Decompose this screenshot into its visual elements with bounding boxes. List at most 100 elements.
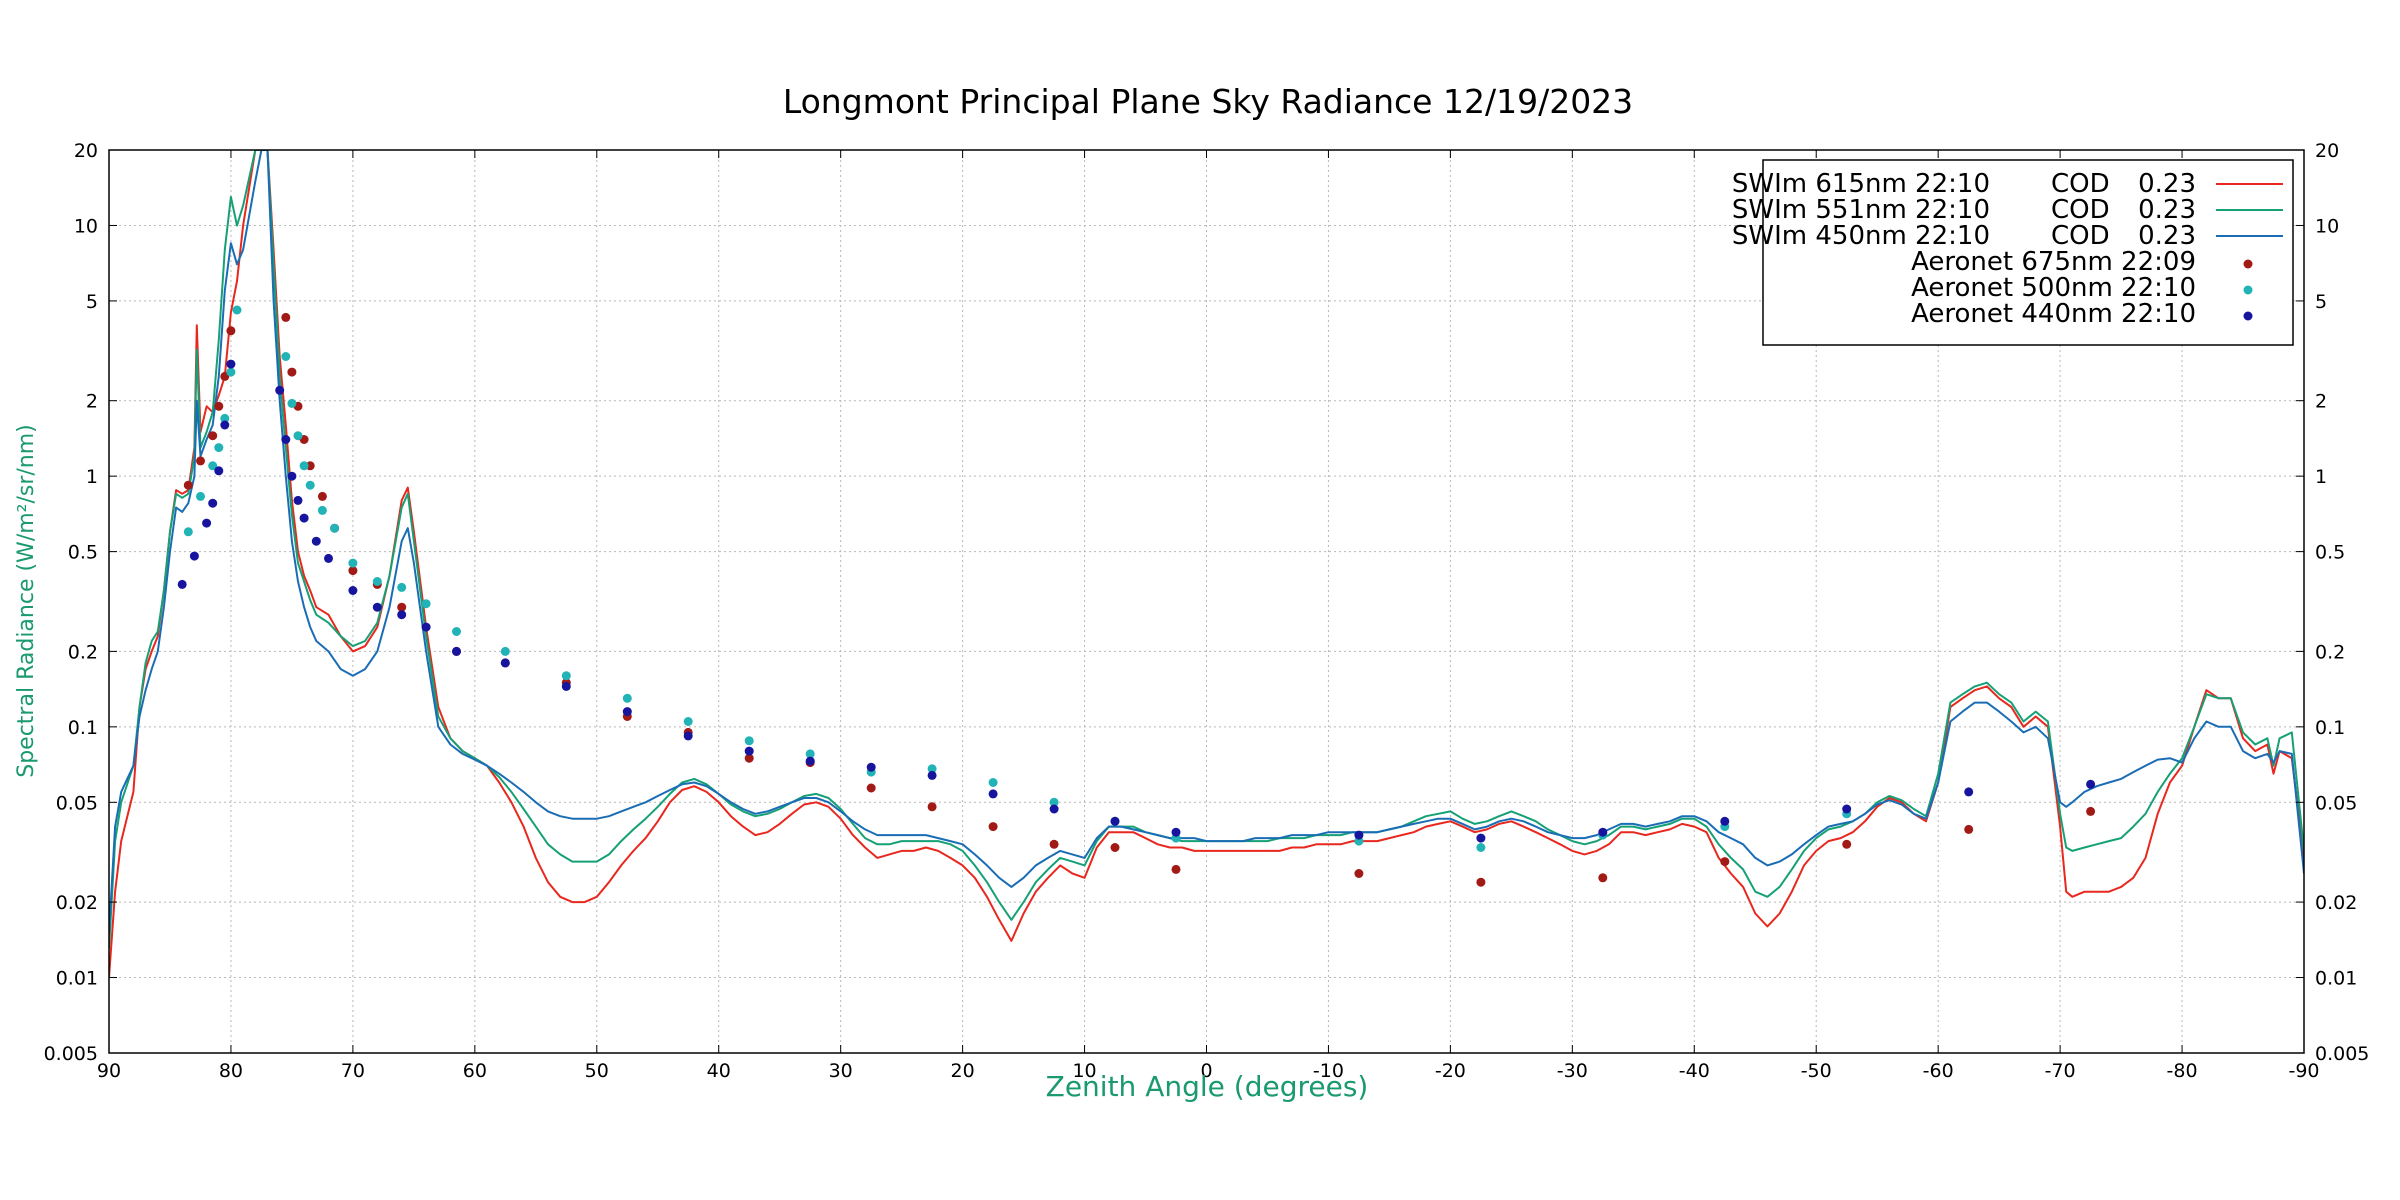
aeronet-point-2	[1842, 804, 1852, 814]
aeronet-point-2	[1598, 827, 1608, 837]
y-tick-label-right: 0.01	[2315, 968, 2357, 990]
y-axis-label: Spectral Radiance (W/m²/sr/nm)	[14, 424, 39, 778]
aeronet-point-2	[397, 610, 407, 620]
aeronet-point-1	[622, 693, 632, 703]
aeronet-point-1	[1049, 797, 1059, 807]
x-tick-label: -50	[1801, 1060, 1832, 1082]
y-tick-label-left: 0.2	[68, 641, 98, 663]
aeronet-point-1	[208, 461, 218, 471]
aeronet-point-0	[2086, 806, 2096, 816]
aeronet-point-2	[805, 756, 815, 766]
aeronet-point-0	[1842, 839, 1852, 849]
aeronet-point-2	[927, 770, 937, 780]
aeronet-point-2	[421, 622, 431, 632]
y-tick-label-right: 0.1	[2315, 717, 2345, 739]
aeronet-point-1	[744, 736, 754, 746]
y-tick-label-right: 0.02	[2315, 892, 2357, 914]
y-tick-label-right: 1	[2315, 466, 2327, 488]
aeronet-point-2	[177, 579, 187, 589]
legend-label-value: 0.23	[2138, 221, 2196, 251]
aeronet-point-1	[293, 431, 303, 441]
aeronet-point-2	[275, 385, 285, 395]
aeronet-point-0	[1171, 864, 1181, 874]
legend-label-cod: COD	[2051, 221, 2110, 251]
x-tick-label: -20	[1435, 1060, 1466, 1082]
x-tick-label: 50	[585, 1060, 609, 1082]
aeronet-point-1	[305, 480, 315, 490]
y-tick-label-left: 1	[86, 466, 98, 488]
aeronet-point-2	[866, 762, 876, 772]
aeronet-point-2	[744, 746, 754, 756]
aeronet-point-1	[183, 527, 193, 537]
x-tick-label: 40	[707, 1060, 731, 1082]
aeronet-point-0	[988, 822, 998, 832]
aeronet-point-2	[226, 359, 236, 369]
axis-ticks: 90 80 70 60 50 40 30 20 10 0 -10 -20 -30 -40 -50 -60 -70…	[44, 140, 2370, 1082]
aeronet-point-0	[1964, 824, 1974, 834]
legend-box	[1762, 159, 2294, 346]
x-tick-label: 30	[829, 1060, 853, 1082]
x-tick-label: 80	[219, 1060, 243, 1082]
aeronet-point-1	[452, 627, 461, 636]
aeronet-point-0	[1720, 857, 1730, 867]
aeronet-point-2	[1720, 816, 1730, 826]
aeronet-point-0	[1049, 839, 1059, 849]
aeronet-point-2	[220, 420, 230, 430]
plot-lines	[109, 150, 2304, 978]
aeronet-point-2	[324, 553, 333, 563]
aeronet-point-0	[1354, 869, 1364, 878]
aeronet-point-2	[500, 658, 510, 668]
x-tick-label: 60	[463, 1060, 487, 1082]
x-tick-label: -10	[1313, 1060, 1344, 1082]
aeronet-point-2	[1354, 830, 1364, 840]
legend-label-aeronet: Aeronet 440nm 22:10	[1911, 299, 2196, 329]
aeronet-point-1	[372, 577, 382, 586]
aeronet-point-1	[226, 367, 236, 377]
aeronet-point-1	[500, 646, 510, 656]
aeronet-point-1	[927, 764, 937, 774]
y-tick-label-left: 0.005	[44, 1043, 98, 1065]
chart-title: Longmont Principal Plane Sky Radiance 12…	[783, 82, 1633, 121]
aeronet-point-1	[214, 443, 224, 453]
aeronet-point-2	[1964, 787, 1974, 797]
aeronet-point-0	[226, 326, 236, 336]
aeronet-point-2	[311, 536, 321, 546]
aeronet-point-1	[397, 582, 407, 592]
y-tick-label-right: 0.2	[2315, 641, 2345, 663]
legend-label-cod: COD	[2051, 169, 2110, 199]
x-tick-label: -60	[1923, 1060, 1954, 1082]
aeronet-point-1	[196, 491, 205, 501]
y-tick-label-left: 20	[74, 140, 98, 162]
aeronet-point-2	[683, 731, 693, 741]
aeronet-point-0	[183, 480, 193, 490]
legend-label-name: SWIm 615nm 22:10	[1732, 169, 1990, 199]
y-tick-label-right: 0.05	[2315, 792, 2357, 814]
aeronet-point-1	[317, 505, 327, 515]
aeronet-point-2	[189, 551, 199, 561]
aeronet-point-0	[317, 491, 327, 501]
legend-label-aeronet: Aeronet 675nm 22:09	[1911, 247, 2196, 277]
aeronet-point-0	[866, 783, 876, 793]
aeronet-point-0	[208, 431, 218, 441]
aeronet-point-0	[1110, 843, 1120, 852]
aeronet-point-0	[1598, 873, 1608, 883]
y-tick-label-right: 5	[2315, 291, 2327, 313]
aeronet-point-2	[1171, 827, 1181, 837]
y-tick-label-right: 0.5	[2315, 542, 2345, 564]
aeronet-point-0	[196, 456, 205, 466]
aeronet-point-1	[330, 523, 340, 533]
aeronet-point-2	[2086, 779, 2096, 789]
aeronet-point-2	[1049, 804, 1059, 814]
aeronet-point-1	[988, 778, 998, 787]
x-tick-label: -90	[2288, 1060, 2319, 1082]
x-tick-label: -70	[2045, 1060, 2076, 1082]
legend-label-cod: COD	[2051, 195, 2110, 225]
aeronet-point-1	[232, 305, 242, 315]
y-tick-label-left: 2	[86, 391, 98, 413]
y-tick-label-left: 0.01	[56, 968, 98, 990]
x-tick-label: 0	[1200, 1060, 1212, 1082]
aeronet-point-2	[281, 435, 291, 444]
aeronet-point-1	[299, 461, 309, 471]
y-tick-label-right: 2	[2315, 391, 2327, 413]
